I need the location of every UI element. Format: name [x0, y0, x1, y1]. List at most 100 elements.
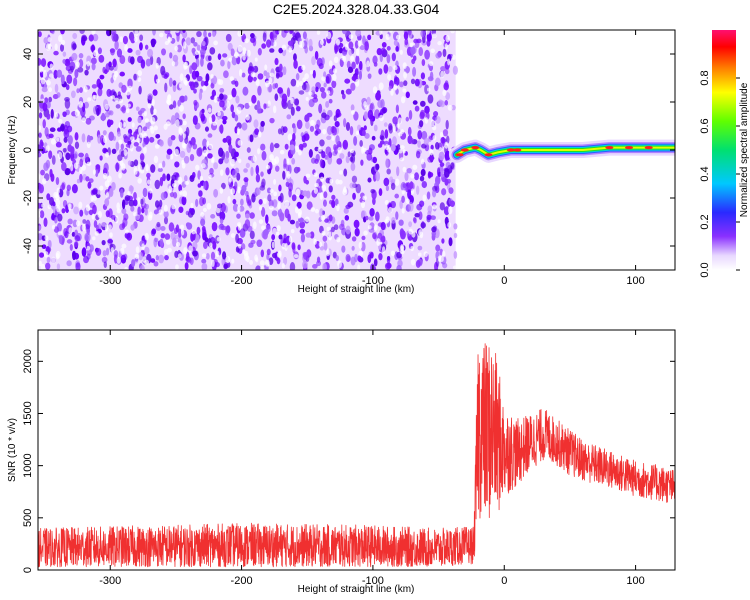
noise-speck — [60, 74, 65, 85]
noise-gap — [254, 57, 258, 62]
noise-speck — [296, 166, 301, 172]
noise-speck — [267, 194, 272, 202]
noise-speck — [308, 38, 313, 49]
noise-gap — [267, 100, 271, 107]
noise-speck — [43, 37, 49, 44]
noise-speck — [281, 93, 288, 104]
noise-speck — [247, 200, 252, 206]
noise-gap — [379, 114, 384, 122]
noise-speck — [442, 48, 447, 58]
noise-speck — [139, 42, 143, 51]
noise-speck — [401, 195, 405, 204]
noise-gap — [104, 103, 109, 111]
noise-speck — [341, 93, 346, 100]
noise-speck — [415, 150, 421, 159]
noise-speck — [67, 218, 73, 225]
noise-speck — [350, 162, 356, 172]
noise-gap — [202, 85, 207, 91]
noise-speck — [191, 171, 196, 179]
noise-speck — [302, 260, 308, 269]
noise-speck — [358, 60, 363, 71]
noise-speck — [150, 105, 154, 115]
noise-gap — [182, 142, 187, 149]
noise-speck — [152, 89, 158, 96]
noise-speck — [218, 125, 223, 133]
noise-gap — [58, 34, 63, 43]
noise-speck — [88, 178, 94, 184]
noise-speck — [170, 135, 176, 141]
noise-speck — [352, 192, 356, 200]
noise-speck — [308, 149, 313, 158]
colorbar-ticks: 0.0 0.2 0.4 0.6 0.8 — [699, 70, 740, 278]
noise-speck — [371, 135, 376, 141]
noise-gap — [268, 205, 274, 210]
noise-speck — [59, 124, 65, 131]
noise-speck — [253, 119, 259, 129]
noise-speck — [302, 190, 309, 197]
noise-gap — [245, 114, 250, 121]
noise-gap — [286, 171, 291, 179]
noise-speck — [271, 234, 276, 241]
noise-speck — [133, 192, 137, 200]
noise-speck — [269, 48, 275, 53]
noise-speck — [210, 82, 215, 89]
noise-gap — [336, 236, 341, 243]
colorbar: 0.0 0.2 0.4 0.6 0.8 Normalized spectral ampl… — [699, 30, 750, 278]
noise-speck — [154, 179, 161, 190]
noise-gap — [86, 245, 91, 251]
noise-gap — [339, 170, 343, 175]
noise-speck — [119, 71, 125, 77]
noise-gap — [123, 121, 127, 128]
noise-gap — [264, 64, 268, 71]
noise-speck — [278, 47, 284, 54]
noise-speck — [292, 132, 296, 142]
noise-gap — [183, 41, 187, 50]
noise-speck — [142, 141, 146, 148]
noise-speck — [326, 135, 332, 141]
noise-gap — [422, 194, 427, 202]
noise-gap — [177, 176, 183, 185]
noise-gap — [298, 211, 302, 219]
noise-gap — [361, 146, 365, 154]
noise-speck — [233, 151, 239, 158]
noise-gap — [81, 117, 87, 123]
noise-speck — [223, 263, 228, 270]
noise-speck — [445, 92, 451, 100]
noise-gap — [127, 191, 131, 196]
noise-speck — [130, 205, 135, 212]
noise-gap — [39, 65, 44, 73]
noise-gap — [405, 198, 410, 204]
noise-gap — [49, 63, 54, 70]
noise-speck — [431, 230, 437, 237]
noise-gap — [288, 235, 293, 243]
noise-speck — [166, 173, 171, 181]
noise-gap — [134, 30, 139, 37]
noise-speck — [78, 53, 84, 59]
noise-speck — [75, 262, 81, 270]
noise-speck — [435, 52, 442, 59]
noise-speck — [121, 84, 127, 93]
noise-speck — [185, 37, 192, 46]
noise-speck — [127, 55, 132, 63]
noise-gap — [304, 216, 310, 223]
noise-speck — [142, 126, 148, 132]
noise-gap — [178, 127, 183, 136]
noise-speck — [342, 139, 349, 150]
noise-speck — [248, 62, 253, 71]
noise-gap — [73, 162, 79, 170]
noise-speck — [219, 211, 226, 221]
noise-speck — [243, 168, 248, 173]
noise-gap — [180, 229, 185, 236]
noise-speck — [217, 53, 222, 60]
noise-speck — [227, 42, 233, 51]
noise-speck — [234, 114, 239, 122]
spectrogram-y-tick-label: 40 — [22, 48, 34, 60]
noise-gap — [50, 138, 56, 145]
noise-gap — [321, 76, 326, 82]
noise-speck — [324, 218, 329, 223]
noise-speck — [335, 113, 340, 118]
noise-gap — [252, 155, 257, 162]
noise-speck — [46, 193, 51, 201]
noise-gap — [211, 259, 215, 267]
noise-speck — [343, 168, 348, 177]
